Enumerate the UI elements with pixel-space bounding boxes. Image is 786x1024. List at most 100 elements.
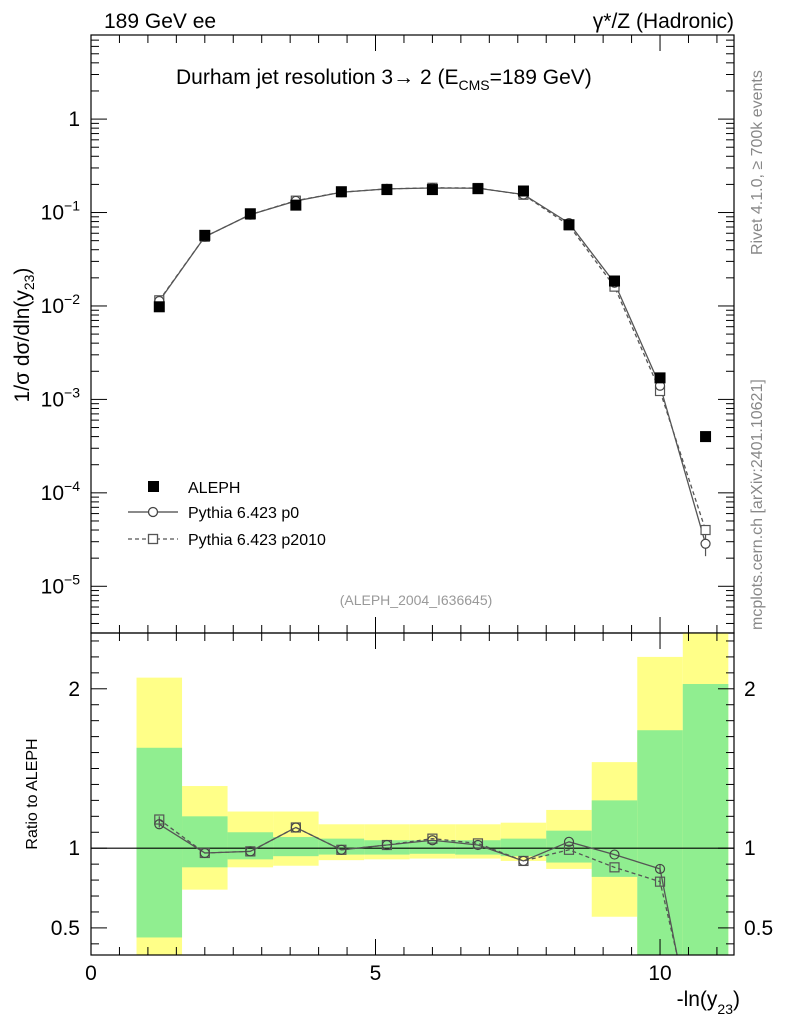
ylabel-sub: 23 xyxy=(21,274,37,290)
main-y-tick-exponent: −4 xyxy=(64,478,80,494)
ratio-point-pythia-p0 xyxy=(336,844,347,855)
ratio-x-tick-label: 10 xyxy=(648,962,671,985)
main-y-tick-base: 10 xyxy=(41,482,64,505)
ratio-band-green xyxy=(227,832,274,860)
ratio-band-green xyxy=(318,838,365,855)
ratio-y-tick-label-right: 2 xyxy=(744,678,756,701)
main-y-tick-base: 1 xyxy=(68,108,80,131)
main-point-aleph xyxy=(426,184,438,196)
ratio-point-pythia-p0 xyxy=(518,855,529,867)
main-point-aleph xyxy=(290,199,302,211)
main-ticks-layer: 10−510−410−310−210−11 xyxy=(41,35,734,633)
main-point-aleph xyxy=(199,229,211,241)
main-point-aleph xyxy=(381,184,393,196)
main-y-tick-exponent: −3 xyxy=(64,384,80,400)
title-main-text: Durham jet resolution 3 xyxy=(176,66,393,89)
ratio-point-pythia-p2010 xyxy=(563,844,575,855)
main-y-tick-base: 10 xyxy=(41,295,64,318)
main-point-pythia-p0 xyxy=(700,538,711,549)
main-y-tick-exponent: −1 xyxy=(64,198,80,214)
legend-p0-marker xyxy=(147,506,159,518)
main-y-tick-base: 10 xyxy=(41,202,64,225)
ratio-point-pythia-p0 xyxy=(290,822,301,833)
main-marks-layer xyxy=(153,182,712,557)
ratio-y-tick-label-left: 1 xyxy=(68,837,80,860)
main-y-tick-label: 10−1 xyxy=(41,198,81,225)
ratio-point-pythia-p0 xyxy=(245,846,256,857)
ratio-band-green xyxy=(591,800,638,877)
ratio-y-tick-label-right: 1 xyxy=(744,837,756,860)
ylabel-post: ) xyxy=(11,268,34,275)
main-y-tick-exponent: −2 xyxy=(64,291,80,307)
main-y-tick-exponent: −5 xyxy=(64,571,80,587)
ratio-band-green xyxy=(273,837,319,857)
main-line-pythia-p0 xyxy=(158,187,707,544)
main-panel: 10−510−410−310−210−11 Durham jet resolut… xyxy=(11,34,735,634)
main-point-aleph xyxy=(609,275,621,287)
main-point-aleph xyxy=(335,186,347,198)
legend-p0-label: Pythia 6.423 p0 xyxy=(188,505,299,522)
legend-aleph-label: ALEPH xyxy=(188,480,240,497)
ratio-plot-frame xyxy=(90,632,735,956)
title-end-text: =189 GeV) xyxy=(490,66,592,89)
main-point-pythia-p2010 xyxy=(700,524,711,536)
ratio-point-pythia-p0 xyxy=(563,836,575,847)
ratio-y-tick-label-left: 2 xyxy=(68,678,80,701)
ratio-band-green xyxy=(637,730,683,955)
ratio-point-pythia-p2010 xyxy=(609,862,620,873)
xlabel-post: ) xyxy=(733,988,740,1011)
xlabel-pre: -ln(y xyxy=(677,988,718,1011)
main-y-tick-base: 10 xyxy=(41,575,64,598)
ratio-y-tick-label-right: 0.5 xyxy=(744,917,773,940)
main-y-tick-label: 10−5 xyxy=(41,571,81,598)
ratio-point-pythia-p0 xyxy=(654,863,666,875)
main-y-tick-label: 1 xyxy=(68,108,80,131)
ratio-y-axis-label: Ratio to ALEPH xyxy=(24,738,41,849)
ratio-point-pythia-p0 xyxy=(381,839,392,851)
ratio-x-tick-label: 5 xyxy=(370,962,382,985)
ratio-y-tick-label-left: 0.5 xyxy=(51,917,80,940)
main-y-tick-base: 10 xyxy=(41,388,64,411)
main-y-tick-label: 10−4 xyxy=(41,478,81,505)
main-y-tick-label: 10−3 xyxy=(41,384,81,411)
ratio-line-pythia-p0 xyxy=(158,823,678,956)
header-right-label: γ*/Z (Hadronic) xyxy=(593,10,734,33)
header-left-label: 189 GeV ee xyxy=(104,10,216,33)
legend-aleph-marker xyxy=(148,481,159,492)
title-subscript: CMS xyxy=(458,77,489,93)
legend-p2010-label: Pythia 6.423 p2010 xyxy=(188,532,326,549)
side-label-mcplots: mcplots.cern.ch [arXiv:2401.10621] xyxy=(749,379,766,630)
ratio-band-green xyxy=(682,684,729,955)
main-y-axis-label: 1/σ dσ/dln(y23) xyxy=(11,268,37,403)
main-line-pythia-p2010 xyxy=(158,187,707,531)
ratio-x-axis-label: -ln(y23) xyxy=(677,988,740,1017)
ratio-marks-layer xyxy=(91,633,734,956)
analysis-watermark: (ALEPH_2004_I636645) xyxy=(340,592,493,608)
ratio-ticks-layer: 0.5 0.5 1 1 2 2 0 5 10 xyxy=(51,633,773,985)
main-point-aleph xyxy=(244,208,256,220)
ratio-line-pythia-p2010 xyxy=(158,818,678,956)
ratio-point-pythia-p2010 xyxy=(654,876,666,887)
legend-p2010-marker xyxy=(147,533,159,545)
main-point-aleph xyxy=(654,372,666,384)
ratio-point-pythia-p0 xyxy=(609,849,620,860)
side-label-rivet: Rivet 4.1.0, ≥ 700k events xyxy=(749,70,766,255)
ratio-point-pythia-p0 xyxy=(154,819,165,830)
main-title: Durham jet resolution 3→ 2 (ECMS=189 GeV… xyxy=(176,66,592,93)
ratio-panel: 0.5 0.5 1 1 2 2 0 5 10 Ratio to ALEPH -ln(y23) xyxy=(24,632,773,1017)
main-point-aleph xyxy=(700,431,712,443)
ratio-band-green xyxy=(136,747,183,938)
ratio-x-tick-label: 0 xyxy=(85,962,97,985)
main-point-aleph xyxy=(517,185,529,197)
ratio-point-pythia-p0 xyxy=(199,847,210,859)
xlabel-sub: 23 xyxy=(717,1001,733,1017)
ratio-point-pythia-p0 xyxy=(472,839,484,851)
ylabel-pre: 1/σ dσ/dln(y xyxy=(11,290,34,403)
main-y-tick-label: 10−2 xyxy=(41,291,81,318)
title-rest-text: 2 (E xyxy=(414,66,458,89)
main-point-aleph xyxy=(563,219,575,231)
ratio-band-green xyxy=(409,840,456,854)
title-arrow-glyph: → xyxy=(393,66,414,89)
ratio-band-green xyxy=(500,838,547,857)
